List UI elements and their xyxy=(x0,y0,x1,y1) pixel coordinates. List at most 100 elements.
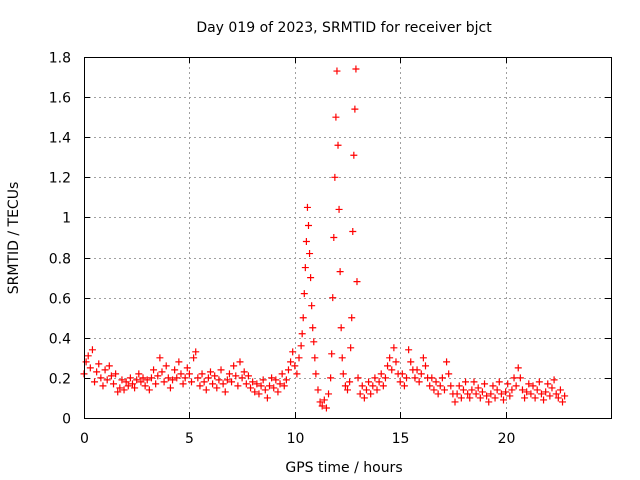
data-point xyxy=(438,374,446,382)
data-point xyxy=(257,382,265,390)
data-point xyxy=(390,344,398,352)
data-point xyxy=(251,388,259,396)
data-point xyxy=(291,362,299,370)
data-point xyxy=(166,384,174,392)
x-axis-label: GPS time / hours xyxy=(285,460,402,476)
data-point xyxy=(455,382,463,390)
data-point xyxy=(353,278,361,286)
data-point xyxy=(384,362,392,370)
data-point xyxy=(223,376,231,384)
data-point xyxy=(493,386,501,394)
data-point xyxy=(145,386,153,394)
data-point xyxy=(331,173,339,181)
data-point xyxy=(200,378,208,386)
data-point xyxy=(369,382,377,390)
y-tick-label: 1 xyxy=(62,211,71,227)
data-point xyxy=(238,374,246,382)
data-point xyxy=(196,382,204,390)
data-point xyxy=(206,368,214,376)
data-point xyxy=(297,342,305,350)
data-point xyxy=(156,354,164,362)
data-point xyxy=(344,386,351,394)
data-point xyxy=(332,113,340,121)
data-point xyxy=(381,374,389,382)
data-point xyxy=(542,388,550,396)
data-point xyxy=(362,386,370,394)
data-point xyxy=(225,370,233,378)
y-tick-label: 0.8 xyxy=(49,252,71,268)
data-point xyxy=(122,378,130,386)
data-point xyxy=(330,234,338,241)
data-point xyxy=(495,378,503,386)
data-point xyxy=(411,374,419,382)
data-point xyxy=(209,380,217,388)
data-point xyxy=(86,364,94,372)
data-point xyxy=(329,294,337,302)
data-point xyxy=(327,374,335,382)
y-tick-label: 1.4 xyxy=(49,131,71,147)
data-point xyxy=(502,388,510,396)
data-point xyxy=(354,374,362,382)
data-point xyxy=(154,372,162,380)
data-point xyxy=(405,346,413,354)
data-point xyxy=(305,221,313,229)
data-point xyxy=(311,354,319,362)
y-tick-label: 0 xyxy=(62,412,71,428)
data-point xyxy=(518,386,526,394)
data-point xyxy=(349,227,357,235)
data-point xyxy=(358,382,366,390)
data-point xyxy=(430,386,438,394)
y-tick-label: 1.6 xyxy=(49,91,71,107)
data-point xyxy=(112,370,120,378)
y-tick-label: 0.2 xyxy=(49,372,71,388)
data-point xyxy=(103,376,111,384)
data-point xyxy=(183,364,191,372)
data-point xyxy=(428,374,436,382)
data-point xyxy=(88,346,96,354)
data-point xyxy=(516,374,524,382)
data-point xyxy=(544,380,552,388)
data-point xyxy=(421,362,429,370)
data-point xyxy=(162,362,170,370)
data-point xyxy=(367,390,375,398)
data-point xyxy=(234,382,242,390)
data-point xyxy=(325,390,333,398)
data-point xyxy=(141,382,149,390)
data-point xyxy=(263,394,271,402)
data-point xyxy=(398,370,406,378)
data-point xyxy=(341,382,349,390)
data-point xyxy=(322,404,330,412)
data-point xyxy=(152,380,160,388)
data-point xyxy=(559,398,567,406)
data-point xyxy=(126,374,134,382)
data-point xyxy=(533,386,541,394)
data-point xyxy=(287,358,295,366)
data-point xyxy=(249,378,257,386)
data-point xyxy=(419,354,427,362)
data-point xyxy=(487,390,495,398)
data-point xyxy=(247,384,255,392)
data-point xyxy=(230,362,238,370)
data-point xyxy=(219,380,227,388)
data-point xyxy=(445,370,453,378)
data-point xyxy=(312,370,320,378)
data-point xyxy=(356,390,364,398)
data-point xyxy=(175,358,183,366)
data-point xyxy=(202,386,210,394)
data-point xyxy=(491,394,499,402)
data-point xyxy=(310,338,318,346)
data-point xyxy=(120,386,128,394)
data-point xyxy=(101,366,109,374)
data-point xyxy=(462,378,470,386)
y-tick-label: 1.8 xyxy=(49,51,71,67)
data-point xyxy=(337,324,345,332)
data-point xyxy=(314,386,322,394)
data-point xyxy=(298,330,306,338)
data-point xyxy=(333,67,341,75)
data-point xyxy=(466,394,474,402)
data-point xyxy=(293,370,301,378)
data-point xyxy=(348,314,356,322)
data-point xyxy=(110,380,118,388)
data-point xyxy=(261,386,269,394)
data-point xyxy=(336,268,344,276)
